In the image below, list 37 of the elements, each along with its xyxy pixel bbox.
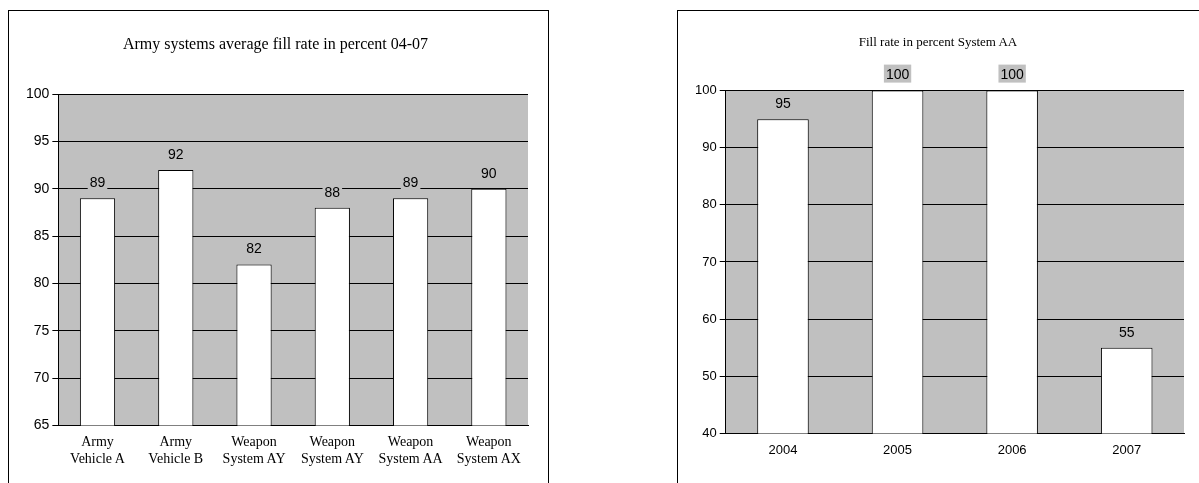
data-label: 90	[481, 164, 497, 181]
y-tick-label: 80	[702, 196, 717, 212]
y-tick-label: 90	[33, 179, 50, 196]
chart-title: Army systems average fill rate in percent 04-07	[122, 34, 429, 53]
x-tick-label: 2005	[883, 441, 913, 457]
y-tick-label: 70	[33, 368, 50, 385]
data-label: 89	[89, 174, 106, 191]
data-label: 55	[1118, 323, 1135, 340]
y-tick-label: 50	[702, 367, 717, 383]
data-label: 88	[324, 183, 341, 200]
x-tick-label: 2004	[768, 441, 798, 457]
y-tick-label: 60	[702, 310, 717, 326]
data-label: 100	[885, 66, 910, 83]
x-tick-label: Army Vehicle B	[148, 434, 204, 467]
x-tick-label: Weapon System AA	[378, 434, 444, 467]
y-tick-label: 75	[33, 321, 50, 338]
y-tick-label: 80	[33, 274, 50, 291]
chart-title: Fill rate in percent System AA	[858, 34, 1018, 50]
data-label: 100	[1000, 66, 1025, 83]
x-tick-label: Weapon System AX	[456, 434, 521, 467]
y-tick-label: 90	[702, 139, 717, 155]
data-label: 89	[402, 174, 419, 191]
y-tick-label: 100	[26, 85, 50, 102]
y-tick-label: 40	[702, 424, 717, 440]
x-tick-label: Weapon System AY	[222, 434, 286, 467]
x-tick-label: 2006	[997, 441, 1027, 457]
data-label: 82	[246, 240, 263, 257]
x-tick-label: 2007	[1112, 441, 1142, 457]
data-label: 92	[167, 145, 184, 162]
y-tick-label: 70	[702, 253, 717, 269]
y-tick-label: 100	[694, 82, 717, 98]
y-tick-label: 85	[33, 227, 50, 243]
y-tick-label: 95	[33, 132, 50, 149]
y-tick-label: 65	[33, 416, 50, 433]
data-label: 95	[775, 95, 791, 112]
x-tick-label: Army Vehicle A	[70, 434, 126, 467]
x-tick-label: Weapon System AY	[300, 434, 364, 467]
